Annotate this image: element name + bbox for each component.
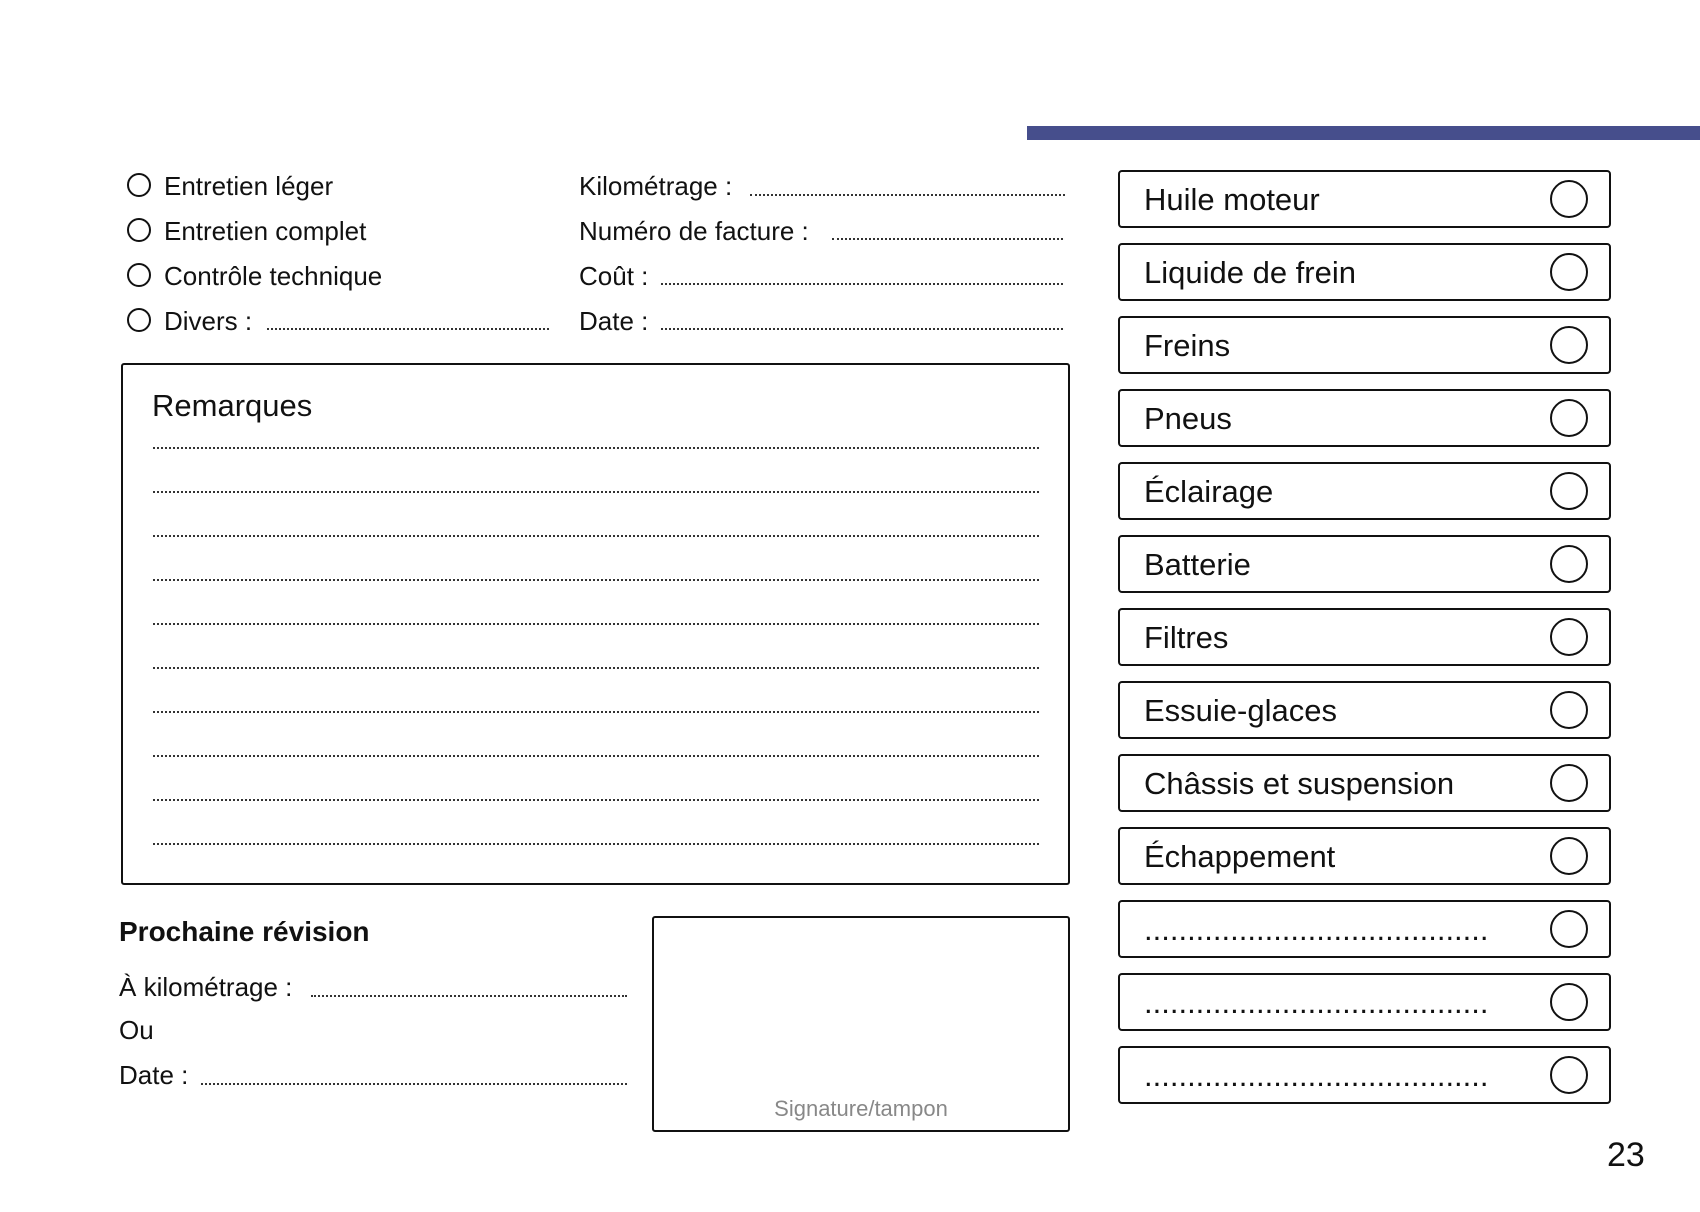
label-kilometrage: Kilométrage :: [579, 171, 733, 201]
checklist-label: Batterie: [1144, 547, 1251, 582]
checklist-label: Freins: [1144, 328, 1231, 363]
next-date-field[interactable]: [201, 1083, 627, 1085]
checkbox-circle[interactable]: [1550, 545, 1588, 583]
checklist-label: Huile moteur: [1144, 182, 1320, 217]
page-number: 23: [1607, 1136, 1645, 1174]
checklist-item[interactable]: Batterie: [1118, 535, 1611, 593]
checklist-item[interactable]: Freins: [1118, 316, 1611, 374]
next-km-field[interactable]: [311, 995, 627, 997]
checklist-item[interactable]: ........................................: [1118, 973, 1611, 1031]
next-service-title: Prochaine révision: [119, 916, 370, 947]
label-cout: Coût :: [579, 261, 649, 291]
label-entretien-leger: Entretien léger: [164, 171, 334, 201]
checklist-label: Filtres: [1144, 620, 1229, 655]
checklist-item[interactable]: Liquide de frein: [1118, 243, 1611, 301]
label-ou: Ou: [119, 1015, 154, 1045]
remark-line[interactable]: [153, 447, 1039, 449]
checklist-label: ........................................: [1144, 985, 1489, 1020]
checklist-label: ........................................: [1144, 912, 1489, 947]
kilometrage-field[interactable]: [750, 194, 1065, 196]
radio-controle-technique[interactable]: [127, 263, 151, 287]
label-divers: Divers :: [164, 306, 253, 336]
checklist-label: ........................................: [1144, 1058, 1489, 1093]
divers-field[interactable]: [267, 328, 549, 330]
checkbox-circle[interactable]: [1550, 618, 1588, 656]
checklist-label: Liquide de frein: [1144, 255, 1356, 290]
remark-line[interactable]: [153, 799, 1039, 801]
label-next-km: À kilométrage :: [119, 972, 293, 1002]
checklist-item[interactable]: ........................................: [1118, 1046, 1611, 1104]
checklist-label: Échappement: [1144, 839, 1336, 874]
checklist-item[interactable]: ........................................: [1118, 900, 1611, 958]
checklist-label: Éclairage: [1144, 474, 1274, 509]
label-numero-facture: Numéro de facture :: [579, 216, 809, 246]
remark-line[interactable]: [153, 535, 1039, 537]
signature-box[interactable]: Signature/tampon: [652, 916, 1070, 1132]
radio-entretien-leger[interactable]: [127, 173, 151, 197]
label-date: Date :: [579, 306, 649, 336]
remark-line[interactable]: [153, 491, 1039, 493]
radio-entretien-complet[interactable]: [127, 218, 151, 242]
checkbox-circle[interactable]: [1550, 837, 1588, 875]
checklist-label: Châssis et suspension: [1144, 766, 1455, 801]
checkbox-circle[interactable]: [1550, 983, 1588, 1021]
checklist-item[interactable]: Châssis et suspension: [1118, 754, 1611, 812]
checklist-item[interactable]: Filtres: [1118, 608, 1611, 666]
signature-caption: Signature/tampon: [774, 1096, 948, 1121]
checkbox-circle[interactable]: [1550, 1056, 1588, 1094]
checklist-label: Essuie-glaces: [1144, 693, 1337, 728]
checkbox-circle[interactable]: [1550, 253, 1588, 291]
checkbox-circle[interactable]: [1550, 180, 1588, 218]
checklist-label: Pneus: [1144, 401, 1232, 436]
checklist-item[interactable]: Huile moteur: [1118, 170, 1611, 228]
label-entretien-complet: Entretien complet: [164, 216, 367, 246]
checklist-item[interactable]: Échappement: [1118, 827, 1611, 885]
checkbox-circle[interactable]: [1550, 326, 1588, 364]
remark-line[interactable]: [153, 623, 1039, 625]
numero-facture-field[interactable]: [832, 238, 1063, 240]
remark-line[interactable]: [153, 711, 1039, 713]
checkbox-circle[interactable]: [1550, 472, 1588, 510]
remark-line[interactable]: [153, 843, 1039, 845]
checkbox-circle[interactable]: [1550, 910, 1588, 948]
remarks-box[interactable]: Remarques: [121, 363, 1070, 885]
remark-line[interactable]: [153, 667, 1039, 669]
cout-field[interactable]: [661, 283, 1063, 285]
accent-bar: [1027, 126, 1700, 140]
label-controle-technique: Contrôle technique: [164, 261, 383, 291]
checkbox-circle[interactable]: [1550, 764, 1588, 802]
date-field[interactable]: [661, 328, 1063, 330]
checkbox-circle[interactable]: [1550, 691, 1588, 729]
remark-line[interactable]: [153, 755, 1039, 757]
checklist-item[interactable]: Pneus: [1118, 389, 1611, 447]
remarks-title: Remarques: [152, 388, 313, 423]
checklist-item[interactable]: Éclairage: [1118, 462, 1611, 520]
checkbox-circle[interactable]: [1550, 399, 1588, 437]
label-next-date: Date :: [119, 1060, 189, 1090]
checklist-item[interactable]: Essuie-glaces: [1118, 681, 1611, 739]
radio-divers[interactable]: [127, 308, 151, 332]
remark-line[interactable]: [153, 579, 1039, 581]
